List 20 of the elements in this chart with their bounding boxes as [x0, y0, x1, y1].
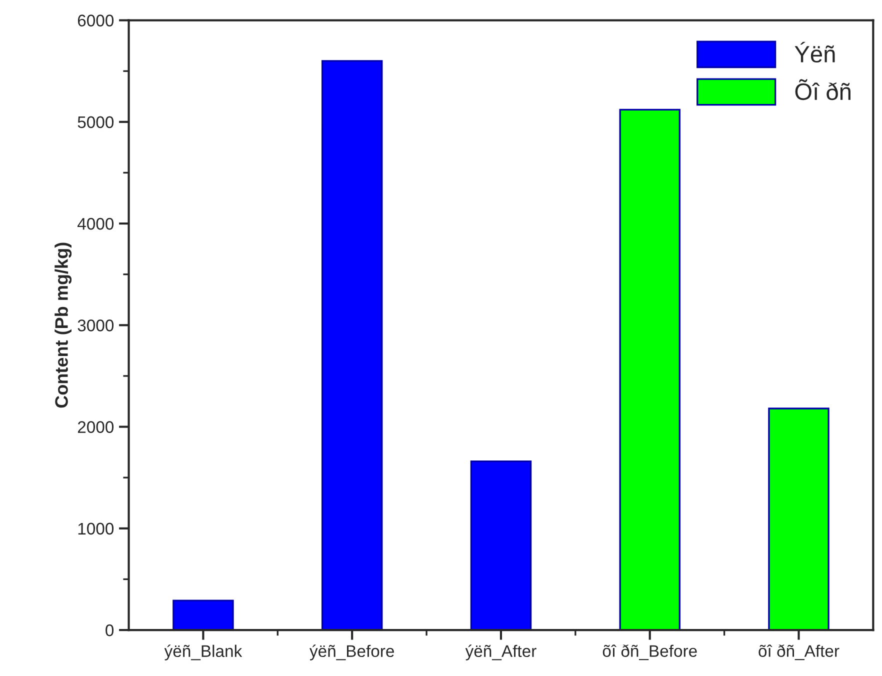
legend-label: Õî ðñ: [795, 79, 850, 100]
x-tick-label: ýëñ_Blank: [164, 644, 242, 660]
x-tick-label: ýëñ_After: [465, 644, 536, 660]
y-tick-label: 0: [106, 624, 114, 636]
x-tick-label: ýëñ_Before: [310, 644, 394, 660]
bar: [619, 108, 680, 630]
y-axis-title: Content (Pb mg/kg): [54, 242, 72, 408]
y-tick-label: 5000: [78, 116, 114, 128]
y-tick-label: 2000: [78, 421, 114, 433]
bar: [470, 460, 532, 630]
bar: [768, 408, 830, 630]
x-tick-label: õî ðñ_After: [758, 644, 840, 660]
legend-label: Ýëñ: [794, 42, 835, 63]
bar: [172, 600, 234, 630]
y-tick-label: 6000: [78, 14, 114, 26]
x-tick-label: õî ðñ_Before: [602, 644, 697, 660]
bar: [321, 60, 383, 630]
y-tick-label: 3000: [78, 320, 114, 332]
y-tick-label: 4000: [78, 218, 114, 230]
y-tick-label: 1000: [78, 522, 114, 535]
